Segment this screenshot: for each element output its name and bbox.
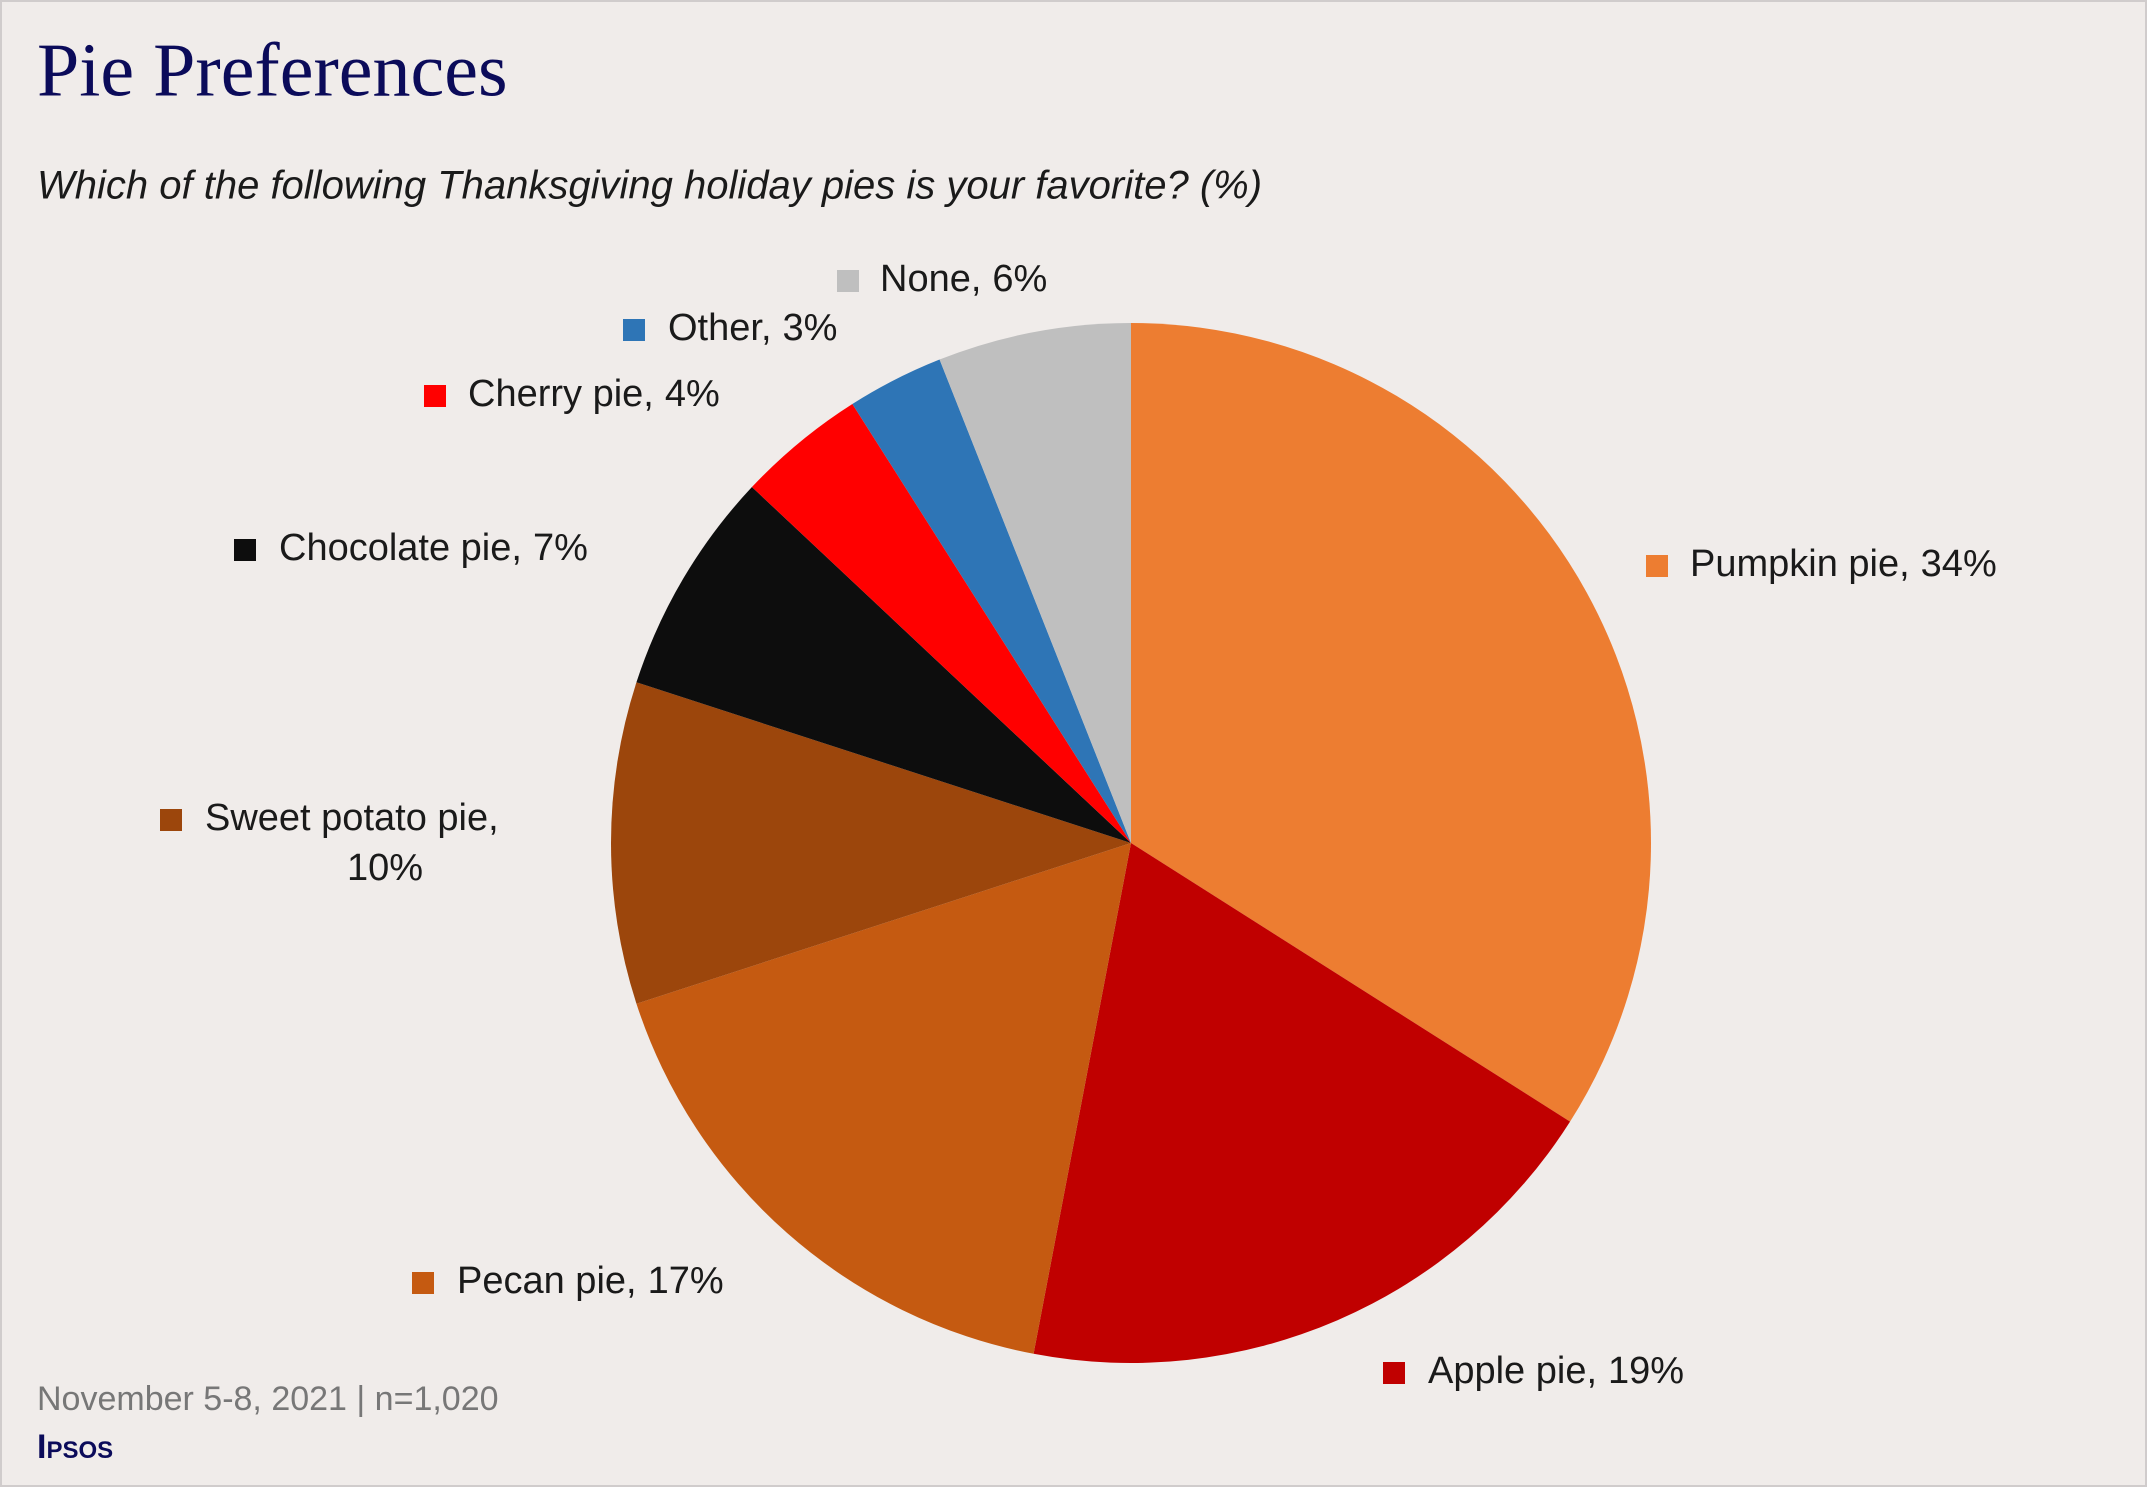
legend-swatch	[1383, 1362, 1405, 1384]
legend-swatch	[1646, 555, 1668, 577]
chart-subtitle: Which of the following Thanksgiving holi…	[37, 164, 1262, 208]
chart-title: Pie Preferences	[37, 28, 508, 112]
source: Ipsos	[37, 1428, 113, 1466]
legend-swatch	[837, 270, 859, 292]
pie-slice	[1033, 843, 1571, 1363]
data-label-value: 6%	[992, 258, 1047, 300]
pie-slice	[939, 323, 1131, 843]
data-label-category: Apple pie,	[1428, 1350, 1597, 1392]
legend-swatch	[412, 1272, 434, 1294]
data-label-category: Pecan pie,	[457, 1260, 637, 1302]
data-label-value: 4%	[665, 373, 720, 415]
pie-slice	[636, 487, 1131, 843]
data-label-category: Cherry pie,	[468, 373, 654, 415]
pie-slice	[611, 682, 1131, 1004]
pie-slice	[1131, 323, 1651, 1122]
data-label-category: Pumpkin pie,	[1690, 543, 1910, 585]
data-label-category: None,	[880, 258, 981, 300]
data-label-category: Chocolate pie,	[279, 527, 522, 569]
legend-swatch	[234, 539, 256, 561]
data-label-value: 10%	[347, 847, 423, 889]
pie-slice	[636, 843, 1131, 1354]
data-label-value: 17%	[648, 1260, 724, 1302]
data-label-value: 3%	[783, 307, 838, 349]
pie-slice	[852, 359, 1131, 843]
legend-swatch	[160, 809, 182, 831]
data-label-category: Sweet potato pie,	[205, 797, 499, 839]
data-label-value: 7%	[533, 527, 588, 569]
legend-swatch	[424, 385, 446, 407]
legend-swatch	[623, 319, 645, 341]
pie-slice	[751, 403, 1131, 843]
footnote: November 5-8, 2021 | n=1,020	[37, 1380, 499, 1418]
data-label-category: Other,	[668, 307, 772, 349]
data-label-value: 19%	[1608, 1350, 1684, 1392]
data-label-value: 34%	[1921, 543, 1997, 585]
